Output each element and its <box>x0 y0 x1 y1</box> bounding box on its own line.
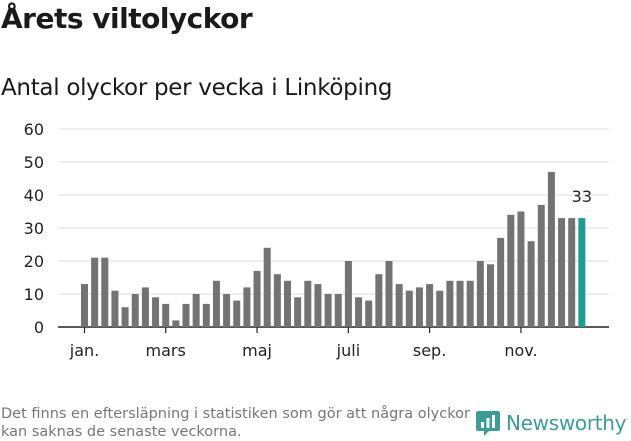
bar <box>202 303 210 327</box>
bar <box>81 284 88 327</box>
x-tick-label: jan. <box>69 341 99 360</box>
bar <box>466 280 474 327</box>
bar <box>497 237 505 327</box>
footnote: Det finns en eftersläpning i statistiken… <box>1 406 470 440</box>
bar <box>558 218 566 327</box>
bar <box>415 287 423 327</box>
x-tick-label: juli <box>336 341 360 360</box>
bar <box>395 284 403 327</box>
bar <box>334 294 342 327</box>
bar <box>111 290 119 327</box>
bar <box>182 303 190 327</box>
bar <box>284 280 291 327</box>
bar <box>446 280 454 327</box>
bar <box>101 257 109 327</box>
bar <box>375 274 383 327</box>
bar <box>263 247 271 327</box>
bar <box>405 290 413 327</box>
bar <box>233 300 241 327</box>
bar <box>294 297 302 327</box>
bar <box>192 294 200 327</box>
bar <box>141 287 149 327</box>
newsworthy-logo-icon <box>476 411 500 436</box>
brand-name: Newsworthy <box>506 411 627 435</box>
bar <box>487 264 494 327</box>
bar-highlight <box>578 218 586 327</box>
bar <box>436 290 444 327</box>
bar <box>426 284 434 327</box>
bar <box>476 261 484 327</box>
brand-logo-link[interactable]: Newsworthy <box>476 408 627 438</box>
bar <box>91 257 99 327</box>
y-tick-label: 40 <box>24 186 44 205</box>
y-tick-label: 30 <box>24 219 44 238</box>
bar <box>172 320 180 327</box>
bar-chart: 0 10 20 30 40 50 60 jan. mars maj juli sep. nov. 33 <box>24 120 609 360</box>
bar <box>324 294 332 327</box>
y-tick-label: 60 <box>24 120 44 139</box>
bar <box>314 284 322 327</box>
bar <box>223 294 231 327</box>
y-tick-label: 20 <box>24 252 44 271</box>
x-tick-label: sep. <box>413 341 446 360</box>
bar <box>456 280 464 327</box>
x-tick-label: nov. <box>504 341 537 360</box>
bar <box>527 241 535 327</box>
x-tick-label: maj <box>242 341 272 360</box>
bar <box>152 297 160 327</box>
bar <box>121 307 129 327</box>
y-tick-label: 50 <box>24 153 44 172</box>
bar <box>537 204 545 327</box>
bar <box>568 218 576 327</box>
x-tick-label: mars <box>146 341 186 360</box>
y-tick-label: 0 <box>34 318 44 337</box>
bar <box>273 274 281 327</box>
bar <box>243 287 251 327</box>
bar <box>507 214 515 327</box>
chart-subtitle: Antal olyckor per vecka i Linköping <box>1 75 393 101</box>
bar <box>365 300 373 327</box>
y-tick-label: 10 <box>24 285 44 304</box>
bar <box>344 261 352 327</box>
bar <box>162 303 170 327</box>
data-label-highlight: 33 <box>572 187 592 206</box>
bar <box>131 294 139 327</box>
bar <box>304 280 312 327</box>
bar <box>385 261 393 327</box>
bar <box>253 270 261 327</box>
bar <box>355 297 363 327</box>
bar <box>212 280 220 327</box>
bar <box>547 171 555 327</box>
bar <box>517 211 525 327</box>
chart-title: Årets viltolyckor <box>1 2 253 35</box>
